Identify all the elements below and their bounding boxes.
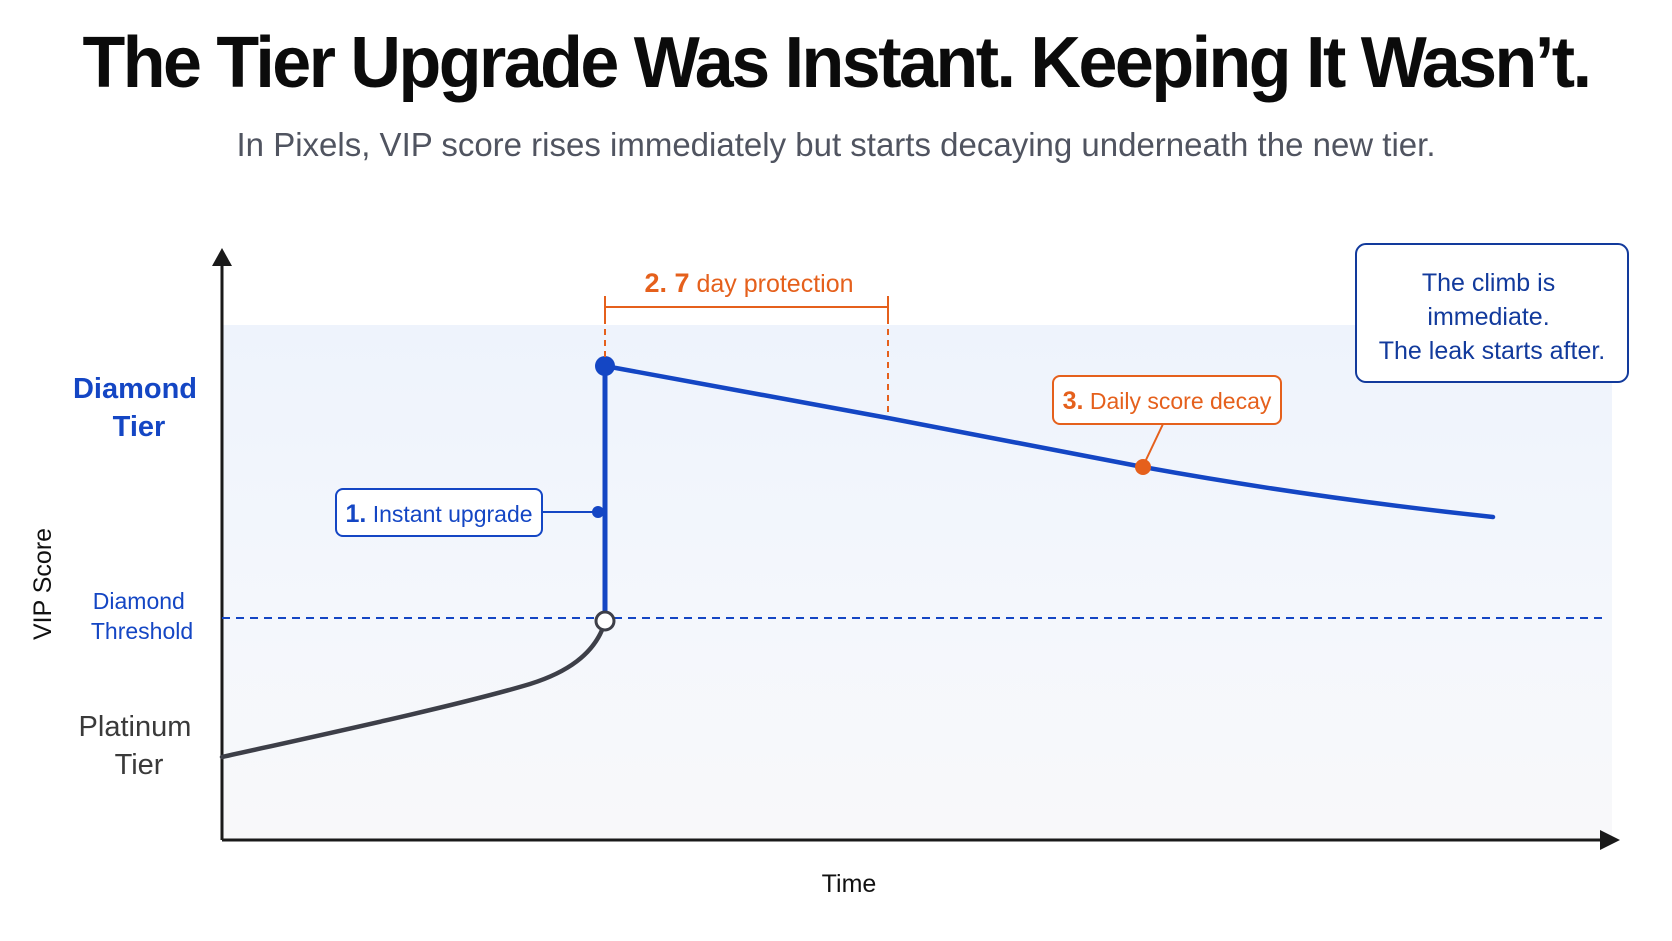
decay-connector	[1144, 423, 1164, 463]
platinum-tier-label: Platinum Tier	[79, 711, 200, 781]
diamond-tier-label: Diamond Tier	[73, 373, 205, 443]
diamond-threshold-label: Diamond Threshold	[91, 588, 193, 644]
summary-callout-text: The climb is immediate. The leak starts …	[1379, 269, 1606, 365]
page-title: The Tier Upgrade Was Instant. Keeping It…	[82, 21, 1592, 103]
platinum-score-curve	[219, 619, 608, 760]
diamond-peak-point	[595, 356, 615, 376]
x-axis-arrow-icon	[1600, 830, 1620, 850]
decay-callout-text: 3. Daily score decay	[1063, 387, 1272, 415]
decay-marker-dot	[1135, 459, 1151, 475]
instant-upgrade-callout-box	[335, 488, 543, 537]
y-axis-label: VIP Score	[29, 528, 57, 640]
diamond-score-decay-line	[602, 363, 1496, 520]
y-axis-arrow-icon	[212, 248, 232, 266]
summary-callout-box	[1355, 243, 1629, 383]
plot-background	[222, 325, 1612, 840]
instant-upgrade-callout-text: 1. Instant upgrade	[345, 500, 532, 528]
threshold-crossing-point	[594, 610, 616, 632]
protection-label: 2. 7 day protection	[644, 268, 853, 298]
decay-callout-box	[1052, 375, 1282, 425]
page-subtitle: In Pixels, VIP score rises immediately b…	[236, 126, 1436, 163]
x-axis-label: Time	[822, 870, 877, 898]
